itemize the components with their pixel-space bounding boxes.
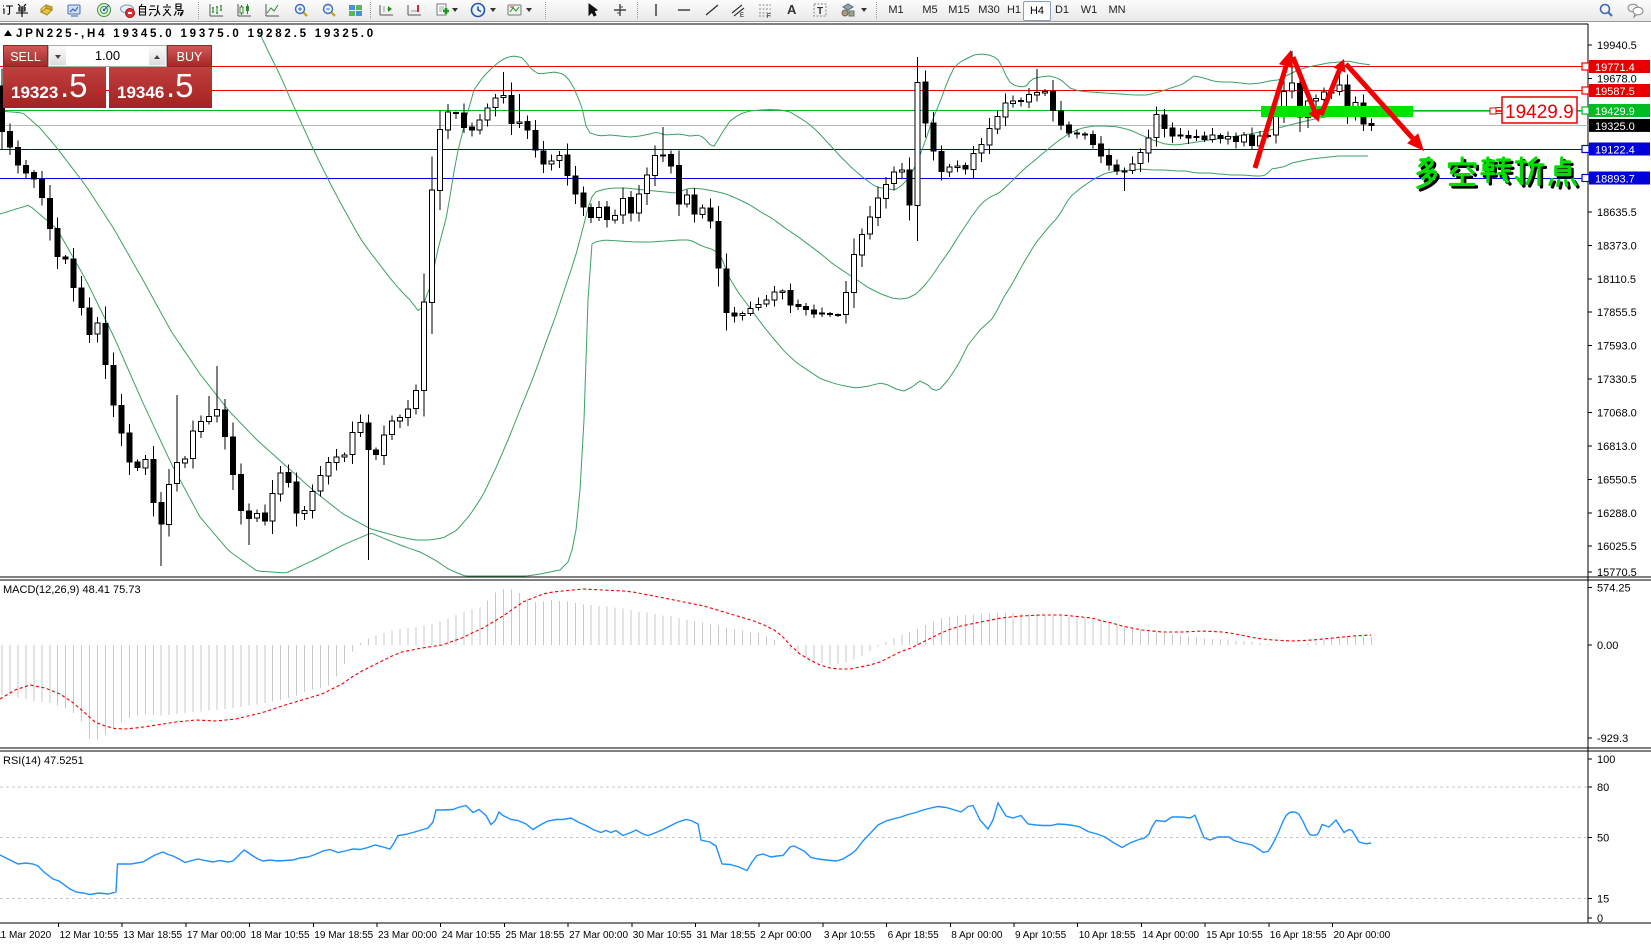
svg-text:17 Mar 00:00: 17 Mar 00:00 xyxy=(187,930,246,941)
svg-text:17068.0: 17068.0 xyxy=(1597,408,1637,420)
svg-text:19325.0: 19325.0 xyxy=(1595,121,1635,133)
svg-text:19 Mar 18:55: 19 Mar 18:55 xyxy=(314,930,373,941)
svg-text:31 Mar 18:55: 31 Mar 18:55 xyxy=(697,930,756,941)
svg-text:0.00: 0.00 xyxy=(1597,640,1618,652)
svg-text:18893.7: 18893.7 xyxy=(1595,174,1635,186)
svg-text:6 Apr 18:55: 6 Apr 18:55 xyxy=(888,930,940,941)
svg-text:23 Mar 00:00: 23 Mar 00:00 xyxy=(378,930,437,941)
svg-text:18373.0: 18373.0 xyxy=(1597,240,1637,252)
svg-text:30 Mar 10:55: 30 Mar 10:55 xyxy=(633,930,692,941)
svg-text:16 Apr 18:55: 16 Apr 18:55 xyxy=(1270,930,1327,941)
svg-text:F: F xyxy=(767,14,771,19)
svg-text:2 Apr 00:00: 2 Apr 00:00 xyxy=(760,930,812,941)
svg-text:18635.5: 18635.5 xyxy=(1597,207,1637,219)
svg-text:19587.5: 19587.5 xyxy=(1595,86,1635,98)
svg-text:15: 15 xyxy=(1597,894,1609,906)
svg-text:20 Apr 00:00: 20 Apr 00:00 xyxy=(1334,930,1391,941)
svg-text:10 Apr 18:55: 10 Apr 18:55 xyxy=(1079,930,1136,941)
svg-text:574.25: 574.25 xyxy=(1597,583,1631,595)
svg-text:15770.5: 15770.5 xyxy=(1597,567,1637,579)
svg-text:16813.0: 16813.0 xyxy=(1597,441,1637,453)
svg-text:19940.5: 19940.5 xyxy=(1597,40,1637,52)
svg-text:17855.5: 17855.5 xyxy=(1597,307,1637,319)
svg-text:JPN225-,H4 19345.0 19375.0 19: JPN225-,H4 19345.0 19375.0 19282.5 19325… xyxy=(16,28,376,40)
svg-text:27 Mar 00:00: 27 Mar 00:00 xyxy=(569,930,628,941)
svg-text:16288.0: 16288.0 xyxy=(1597,508,1637,520)
svg-text:19429.9: 19429.9 xyxy=(1595,106,1635,118)
svg-text:19771.4: 19771.4 xyxy=(1595,62,1635,74)
svg-text:T: T xyxy=(817,6,823,17)
svg-text:24 Mar 10:55: 24 Mar 10:55 xyxy=(442,930,501,941)
svg-text:19429.9: 19429.9 xyxy=(1505,102,1574,123)
svg-text:RSI(14) 47.5251: RSI(14) 47.5251 xyxy=(3,755,84,767)
svg-text:17593.0: 17593.0 xyxy=(1597,341,1637,353)
svg-text:MACD(12,26,9) 48.41 75.73: MACD(12,26,9) 48.41 75.73 xyxy=(3,584,141,596)
svg-text:80: 80 xyxy=(1597,782,1609,794)
svg-text:-929.3: -929.3 xyxy=(1597,733,1628,745)
svg-text:15 Apr 10:55: 15 Apr 10:55 xyxy=(1206,930,1263,941)
svg-text:50: 50 xyxy=(1597,833,1609,845)
svg-text:100: 100 xyxy=(1597,754,1615,766)
svg-text:9 Apr 10:55: 9 Apr 10:55 xyxy=(1015,930,1067,941)
svg-text:11 Mar 2020: 11 Mar 2020 xyxy=(0,930,52,941)
svg-text:18 Mar 10:55: 18 Mar 10:55 xyxy=(251,930,310,941)
svg-text:E: E xyxy=(740,13,744,19)
svg-text:16025.5: 16025.5 xyxy=(1597,541,1637,553)
svg-text:14 Apr 00:00: 14 Apr 00:00 xyxy=(1142,930,1199,941)
svg-text:19122.4: 19122.4 xyxy=(1595,145,1635,157)
svg-text:19678.0: 19678.0 xyxy=(1597,73,1637,85)
svg-text:13 Mar 18:55: 13 Mar 18:55 xyxy=(123,930,182,941)
svg-text:25 Mar 18:55: 25 Mar 18:55 xyxy=(505,930,564,941)
svg-text:17330.5: 17330.5 xyxy=(1597,374,1637,386)
svg-text:8 Apr 00:00: 8 Apr 00:00 xyxy=(951,930,1003,941)
svg-text:12 Mar 10:55: 12 Mar 10:55 xyxy=(60,930,119,941)
svg-text:18110.5: 18110.5 xyxy=(1597,274,1636,286)
svg-text:16550.5: 16550.5 xyxy=(1597,474,1637,486)
svg-text:3 Apr 10:55: 3 Apr 10:55 xyxy=(824,930,876,941)
svg-text:0: 0 xyxy=(1597,913,1603,925)
